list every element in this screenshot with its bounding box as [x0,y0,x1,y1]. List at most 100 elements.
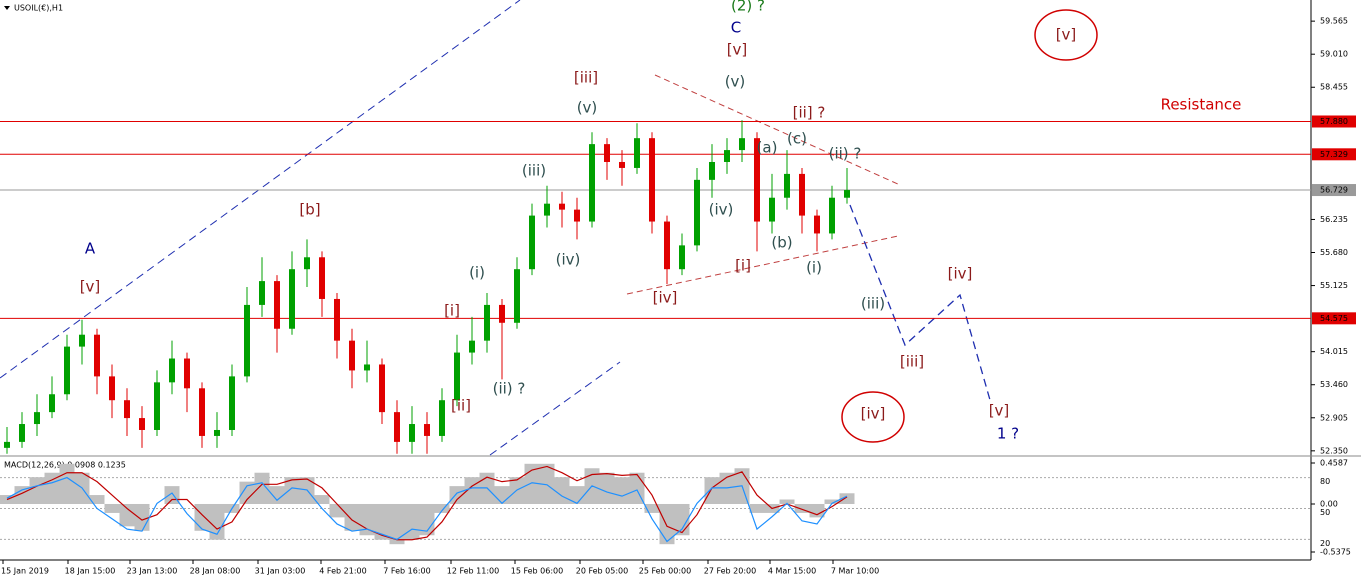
candle-body [424,424,430,436]
circle-highlight [1034,9,1098,61]
macd-histogram-bar [809,503,825,518]
candle-body [649,138,655,222]
candle-body [514,269,520,323]
candle-body [259,281,265,305]
candle-body [289,269,295,329]
wave-label: (i) [469,264,485,282]
macd-histogram-bar [104,503,120,513]
macd-histogram-bar [164,486,180,504]
triangle-line [626,235,899,295]
candle-body [49,394,55,413]
y-tick-label: 58.455 [1320,83,1348,92]
candle-body [229,376,235,430]
macd-histogram-bar [194,503,210,531]
x-tick-label: 28 Jan 08:00 [190,567,241,576]
wave-label: (ii) ? [829,145,862,163]
y-tick-label: 59.565 [1320,17,1348,26]
y-tick-label: 53.460 [1320,380,1348,389]
wave-label: (iv) [709,201,734,219]
candle-body [124,400,130,419]
y-tick-label: 54.015 [1320,347,1348,356]
y-tick-label: 52.350 [1320,446,1348,455]
wave-label: (b) [771,234,792,252]
candle-body [64,346,70,395]
x-tick-label: 7 Feb 16:00 [383,567,430,576]
indicator-line [6,476,848,543]
channel-line [489,361,621,456]
candle-body [469,340,475,353]
candle-body [214,429,220,436]
macd-histogram-bar [794,503,810,513]
triangle-line [654,74,901,186]
macd-histogram-bar [119,503,135,527]
candle-body [694,179,700,246]
wave-label: [ii] [451,397,471,415]
candle-body [664,221,670,270]
candle-body [709,161,715,180]
macd-histogram-bar [44,472,60,504]
wave-label: (2) ? [731,0,765,15]
wave-label: [iii] [900,353,924,371]
wave-label: [v] [80,278,101,296]
macd-histogram-bar [824,499,840,504]
level-label: 57.880 [1320,117,1348,126]
circle-highlight [841,391,905,443]
wave-label: [v] [1056,26,1077,44]
candle-body [94,334,100,377]
y2-tick-label: 80 [1320,477,1330,486]
macd-histogram-bar [254,472,270,504]
candle-body [844,190,850,198]
wave-label: (iv) [556,251,581,269]
macd-histogram-bar [419,503,435,536]
candle-body [274,281,280,329]
wave-label: [iv] [653,289,678,307]
menu-triangle[interactable] [4,6,10,10]
x-tick-label: 18 Jan 15:00 [65,567,116,576]
candle-body [769,197,775,222]
candle-body [799,173,805,216]
macd-histogram-bar [749,503,765,513]
x-tick-label: 27 Feb 20:00 [704,567,756,576]
macd-histogram-bar [134,503,150,531]
candle-body [559,203,565,210]
candle-body [619,161,625,168]
candle-body [604,144,610,162]
x-tick-label: 31 Jan 03:00 [255,567,306,576]
candle-body [34,412,40,425]
candle-body [199,388,205,436]
y-tick-label: -0.5375 [1320,548,1351,557]
wave-label: [iv] [861,405,886,423]
candle-body [724,150,730,162]
x-tick-label: 12 Feb 11:00 [447,567,499,576]
x-tick-label: 20 Feb 05:00 [576,567,628,576]
candle-body [109,376,115,401]
macd-histogram-bar [59,463,75,504]
y-tick-label: 55.680 [1320,248,1348,257]
level-label: 56.729 [1320,186,1348,195]
x-tick-label: 7 Mar 10:00 [831,567,879,576]
y2-tick-label: 50 [1320,508,1330,517]
macd-histogram-bar [494,486,510,504]
macd-histogram-bar [539,463,555,504]
macd-histogram-bar [449,486,465,504]
candle-body [184,358,190,389]
candle-body [304,257,310,270]
macd-histogram-bar [779,499,795,504]
level-label-box [1312,312,1356,325]
candle-body [394,412,400,442]
wave-label: [ii] ? [793,104,826,122]
macd-histogram-bar [599,472,615,504]
wave-label: Resistance [1161,96,1242,114]
macd-histogram-bar [644,503,660,513]
macd-histogram-bar [89,495,105,504]
candle-body [154,382,160,430]
macd-histogram-bar [209,503,225,540]
macd-histogram-bar [329,503,345,518]
level-label-box [1312,148,1356,161]
candle-body [139,418,145,430]
wave-label: (iii) [522,162,546,180]
candle-body [814,215,820,234]
y-tick-label: 52.905 [1320,413,1348,422]
